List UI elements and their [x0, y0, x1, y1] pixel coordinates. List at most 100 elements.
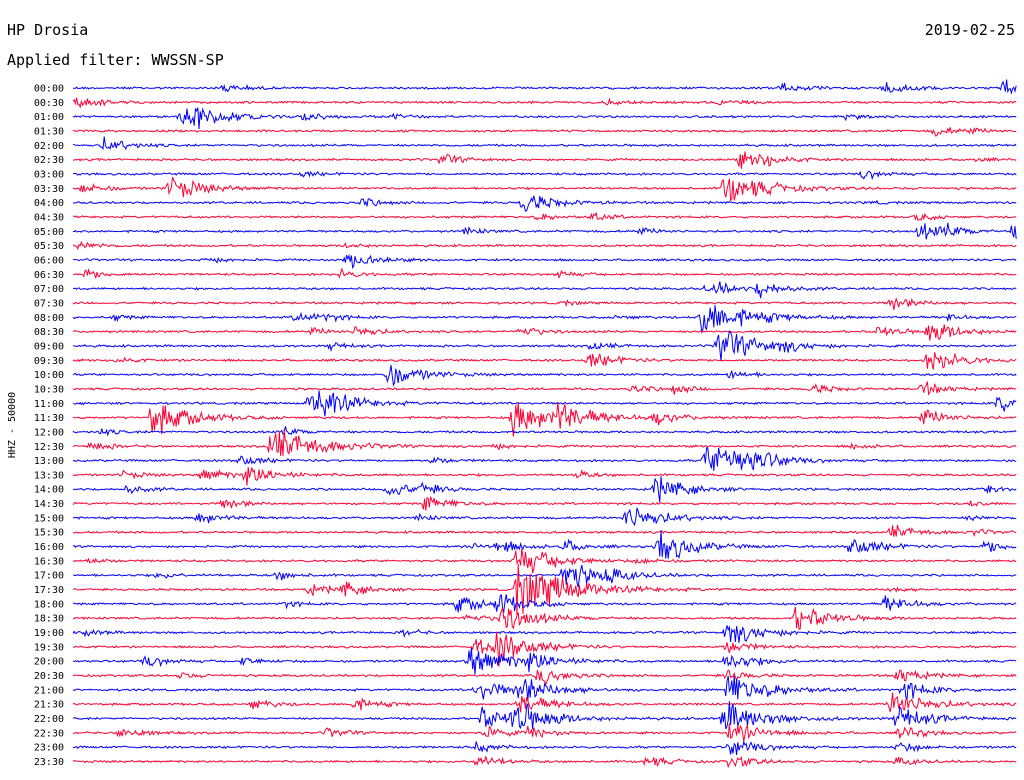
row-time-label: 04:00: [34, 198, 64, 209]
trace-row-1400: [72, 476, 1017, 503]
trace-row-2130: [72, 692, 1017, 713]
row-time-label: 15:00: [34, 513, 64, 524]
row-time-label: 06:00: [34, 255, 64, 266]
trace-row-0700: [72, 281, 1017, 299]
row-time-label: 16:00: [34, 542, 64, 553]
row-time-label: 20:00: [34, 657, 64, 668]
channel-label: HHZ - 50000: [7, 392, 18, 458]
trace-row-1530: [72, 524, 1017, 537]
row-time-label: 10:30: [34, 384, 64, 395]
row-time-label: 02:30: [34, 155, 64, 166]
row-time-label: 17:30: [34, 585, 64, 596]
trace-row-1200: [72, 426, 1017, 437]
row-time-label: 15:30: [34, 528, 64, 539]
trace-row-0230: [72, 151, 1017, 169]
row-time-label: 07:00: [34, 284, 64, 295]
trace-row-1430: [72, 496, 1017, 511]
row-time-label: 19:30: [34, 642, 64, 653]
row-time-label: 11:00: [34, 399, 64, 410]
trace-row-1300: [72, 446, 1017, 471]
row-time-label: 04:30: [34, 212, 64, 223]
trace-row-1330: [72, 467, 1017, 486]
seismogram-traces: [72, 79, 1017, 769]
trace-row-0400: [73, 195, 1017, 212]
trace-row-0830: [72, 324, 1017, 341]
row-time-label: 23:00: [34, 743, 64, 754]
plot-date: 2019-02-25: [924, 21, 1015, 39]
row-time-label: 05:30: [34, 241, 64, 252]
row-time-label: 19:00: [34, 628, 64, 639]
trace-row-0730: [72, 297, 1017, 310]
row-time-label: 08:30: [34, 327, 64, 338]
row-time-label: 00:30: [34, 98, 64, 109]
row-time-label: 08:00: [34, 313, 64, 324]
row-time-label: 02:00: [34, 141, 64, 152]
trace-row-2030: [72, 669, 1017, 686]
row-time-label: 07:30: [34, 298, 64, 309]
trace-row-0430: [72, 211, 1017, 221]
row-time-label: 23:30: [34, 757, 64, 768]
row-time-label: 22:00: [34, 714, 64, 725]
row-labels: 00:00 00:30 01:00 01:30 02:00 02:30 03:00 03:30…: [34, 84, 64, 769]
trace-row-1130: [72, 402, 1017, 437]
row-time-label: 06:30: [34, 270, 64, 281]
trace-row-0630: [72, 267, 1017, 280]
trace-row-0130: [72, 126, 1017, 137]
row-time-label: 09:00: [34, 341, 64, 352]
trace-row-1030: [72, 381, 1017, 396]
row-time-label: 14:00: [34, 485, 64, 496]
row-time-label: 18:30: [34, 614, 64, 625]
trace-row-1830: [72, 606, 1017, 630]
trace-row-1800: [72, 593, 1017, 614]
row-time-label: 13:00: [34, 456, 64, 467]
trace-row-1100: [72, 390, 1017, 417]
row-time-label: 13:30: [34, 470, 64, 481]
trace-row-0930: [72, 352, 1017, 370]
trace-row-0900: [72, 329, 1017, 362]
row-time-label: 18:00: [34, 599, 64, 610]
row-time-label: 01:30: [34, 126, 64, 137]
trace-row-0600: [72, 253, 1017, 269]
row-time-label: 03:00: [34, 169, 64, 180]
trace-row-2330: [72, 755, 1017, 769]
trace-row-1600: [72, 530, 1017, 559]
trace-row-1000: [72, 364, 1017, 387]
trace-row-2000: [72, 647, 1017, 675]
row-time-label: 11:30: [34, 413, 64, 424]
trace-row-0500: [72, 222, 1017, 240]
trace-row-0300: [72, 170, 1017, 181]
trace-row-1500: [72, 507, 1017, 527]
row-time-label: 20:30: [34, 671, 64, 682]
row-time-label: 12:00: [34, 427, 64, 438]
trace-row-0100: [72, 107, 1017, 130]
trace-row-2200: [72, 701, 1017, 730]
row-time-label: 01:00: [34, 112, 64, 123]
trace-row-2300: [72, 740, 1017, 755]
trace-row-1700: [72, 564, 1017, 588]
row-time-label: 21:00: [34, 685, 64, 696]
row-time-label: 10:00: [34, 370, 64, 381]
trace-row-0330: [72, 176, 1017, 202]
station-name: HP Drosia: [7, 21, 89, 39]
row-time-label: 21:30: [34, 700, 64, 711]
row-time-label: 05:00: [34, 227, 64, 238]
row-time-label: 09:30: [34, 356, 64, 367]
trace-row-1730: [72, 563, 1017, 616]
trace-row-1900: [72, 625, 1017, 643]
trace-row-0200: [72, 136, 1017, 151]
trace-row-0800: [72, 305, 1017, 334]
trace-row-1230: [72, 429, 1017, 457]
trace-row-0000: [72, 79, 1017, 95]
trace-row-1630: [72, 548, 1017, 574]
row-time-label: 16:30: [34, 556, 64, 567]
trace-row-1930: [73, 631, 1017, 667]
row-time-label: 22:30: [34, 728, 64, 739]
trace-row-0030: [72, 97, 1017, 109]
row-time-label: 12:30: [34, 442, 64, 453]
trace-row-2230: [72, 723, 1017, 742]
row-time-label: 17:00: [34, 571, 64, 582]
row-time-label: 14:30: [34, 499, 64, 510]
trace-row-2100: [72, 675, 1017, 701]
row-time-label: 03:30: [34, 184, 64, 195]
